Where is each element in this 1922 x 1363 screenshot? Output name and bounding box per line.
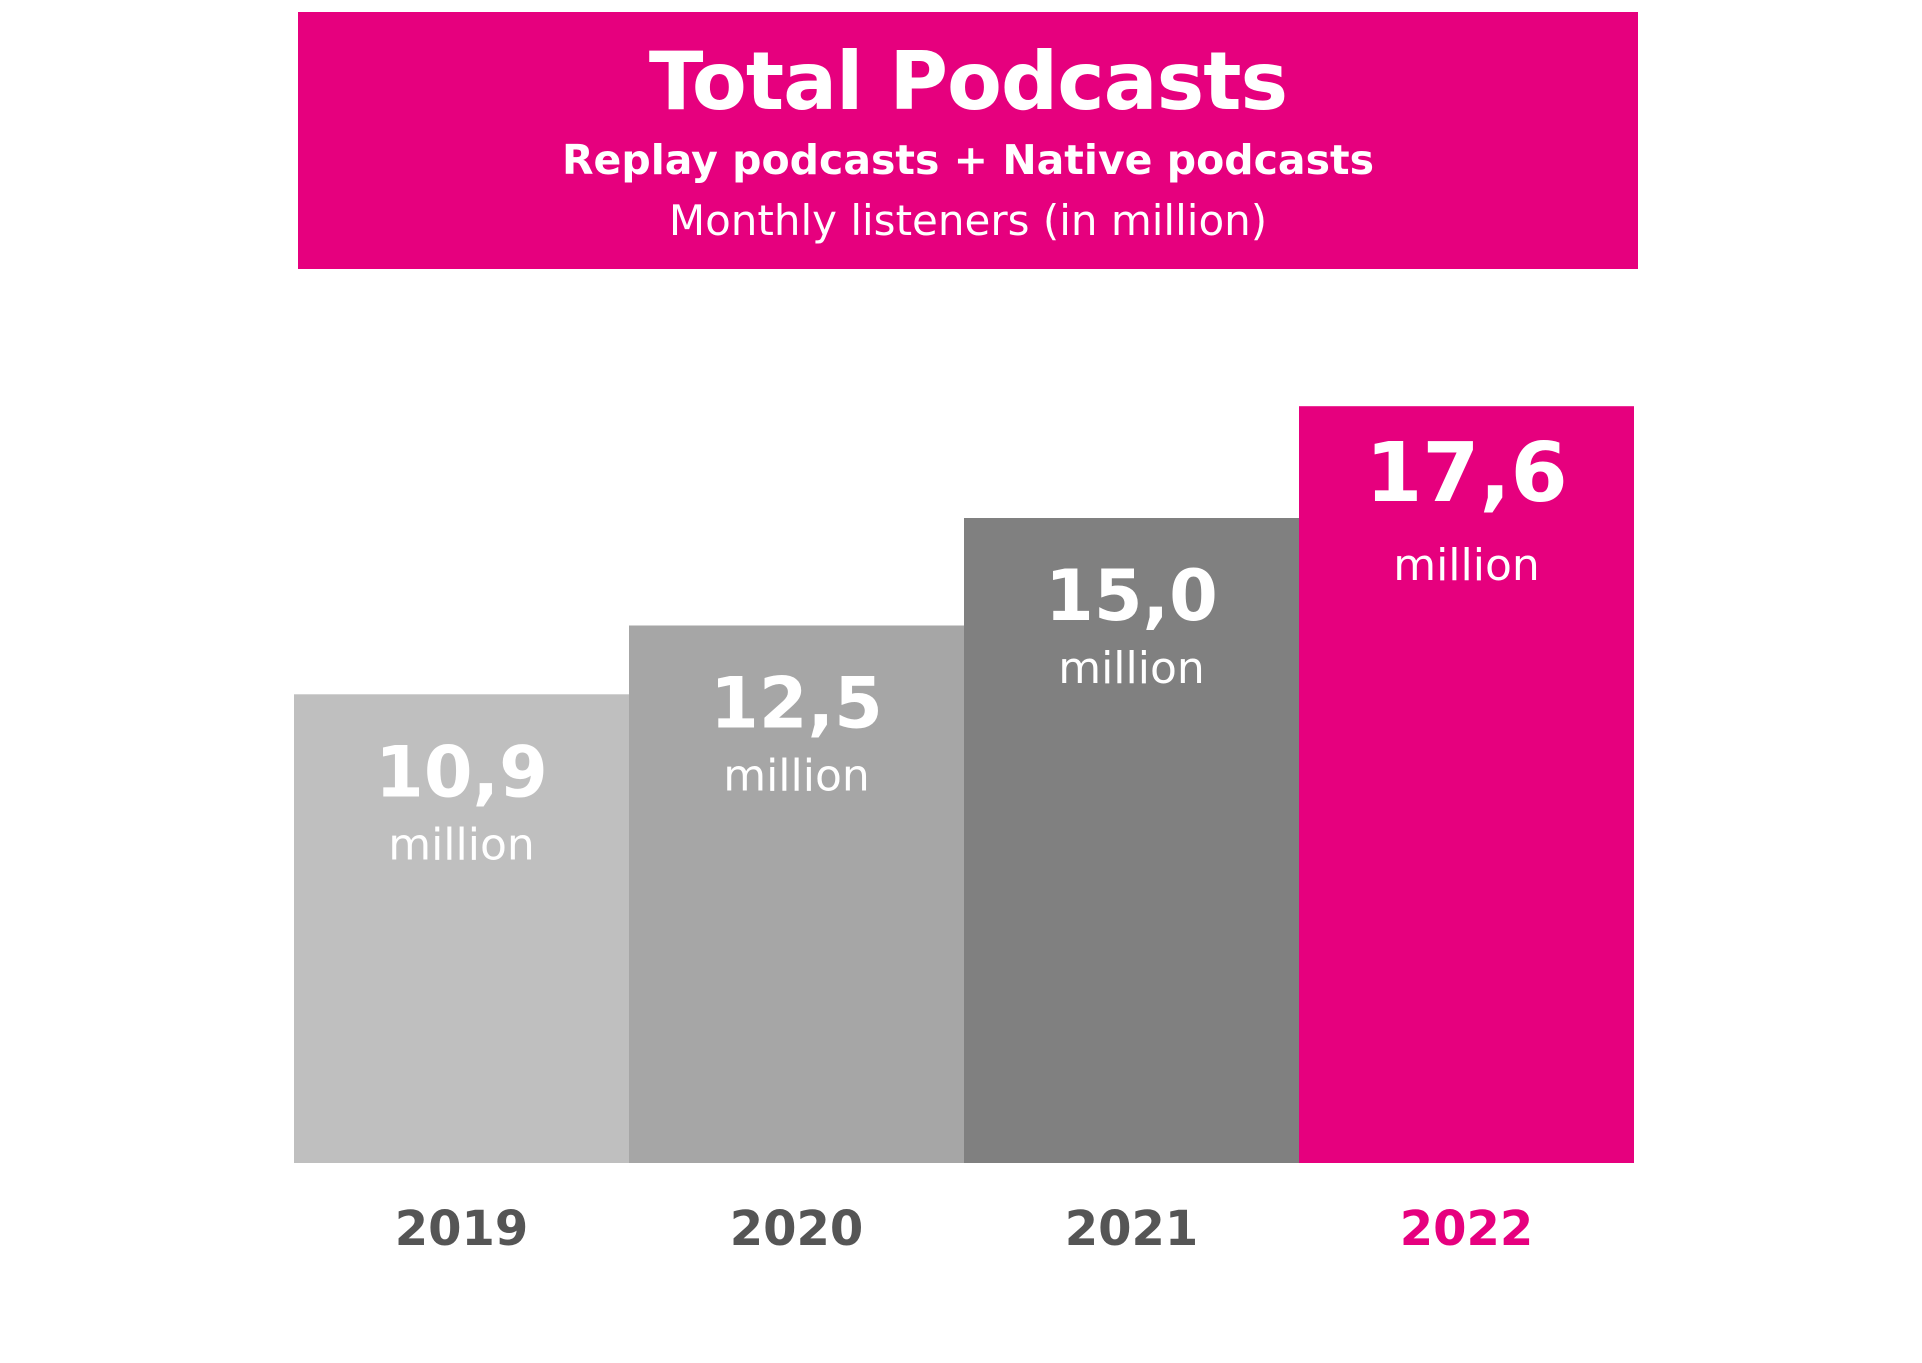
chart-header: Total Podcasts Replay podcasts + Native …	[298, 12, 1638, 269]
x-tick-label-2021: 2021	[1065, 1201, 1199, 1257]
x-tick-label-2022: 2022	[1400, 1201, 1534, 1257]
bar-value-label-2020: 12,5	[710, 663, 883, 745]
bar-value-label-2021: 15,0	[1045, 555, 1218, 637]
bar-2021	[964, 518, 1299, 1163]
bar-2019	[294, 694, 629, 1163]
bar-unit-label-2022: million	[1393, 540, 1540, 591]
x-tick-label-2020: 2020	[730, 1201, 864, 1257]
bar-unit-label-2019: million	[388, 819, 535, 870]
bar-unit-label-2020: million	[723, 751, 870, 802]
chart-subtitle: Replay podcasts + Native podcasts	[561, 136, 1374, 184]
x-tick-label-2019: 2019	[395, 1201, 529, 1257]
bar-value-label-2019: 10,9	[375, 731, 548, 813]
bar-2020	[629, 625, 964, 1163]
bar-unit-label-2021: million	[1058, 643, 1205, 694]
bar-2022	[1299, 406, 1634, 1163]
chart-units-label: Monthly listeners (in million)	[668, 196, 1268, 245]
bar-value-label-2022: 17,6	[1365, 426, 1567, 521]
chart-title: Total Podcasts	[648, 35, 1288, 128]
